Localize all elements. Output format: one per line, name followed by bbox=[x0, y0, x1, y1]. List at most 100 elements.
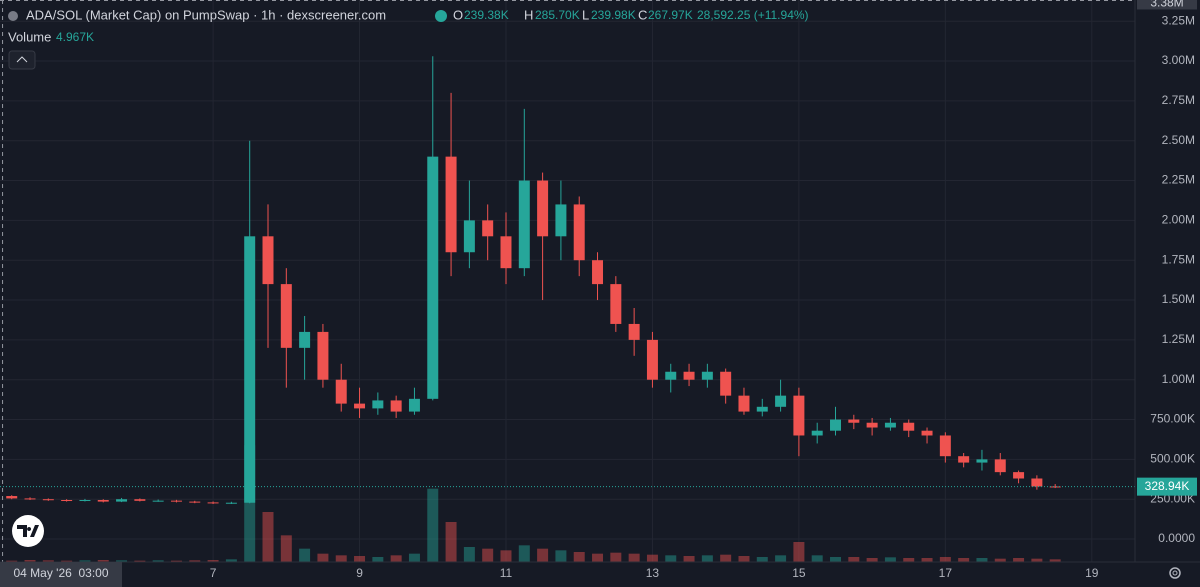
candle-body bbox=[775, 395, 787, 407]
candle-body bbox=[79, 500, 91, 502]
volume-bar bbox=[665, 555, 677, 562]
volume-bar bbox=[79, 560, 91, 562]
volume-bar bbox=[720, 554, 732, 562]
volume-bar bbox=[573, 552, 585, 562]
symbol-icon bbox=[8, 11, 18, 21]
last-price-label: 328.94K bbox=[1145, 479, 1190, 493]
y-tick-label: 1.50M bbox=[1162, 292, 1195, 306]
volume-bar bbox=[958, 558, 970, 562]
volume-bar bbox=[116, 560, 128, 562]
candle-body bbox=[134, 499, 146, 501]
volume-bar bbox=[445, 522, 457, 562]
candle-body bbox=[573, 204, 585, 261]
y-tick-label: 1.00M bbox=[1162, 372, 1195, 386]
volume-bar bbox=[610, 552, 622, 562]
candle-body bbox=[408, 398, 420, 412]
x-tick-label: 13 bbox=[646, 566, 660, 580]
volume-title: Volume bbox=[8, 29, 51, 44]
volume-bar bbox=[646, 554, 658, 562]
volume-bar bbox=[848, 557, 860, 562]
candle-body bbox=[592, 260, 604, 285]
close-key: C bbox=[638, 7, 647, 22]
volume-bar bbox=[793, 542, 805, 562]
change-value: 28,592.25 (+11.94%) bbox=[697, 8, 809, 22]
x-tick-label: 7 bbox=[210, 566, 217, 580]
candle-body bbox=[518, 180, 530, 269]
volume-bar bbox=[207, 560, 219, 562]
open-value: 239.38K bbox=[464, 8, 509, 22]
candle-body bbox=[152, 500, 164, 502]
volume-bar bbox=[592, 553, 604, 562]
candle-body bbox=[24, 498, 36, 500]
volume-bar bbox=[24, 560, 36, 562]
candle-body bbox=[1013, 472, 1025, 479]
candle-body bbox=[317, 331, 329, 380]
candle-body bbox=[262, 236, 274, 285]
crosshair-x-label: 04 May '26 03:00 bbox=[13, 566, 108, 580]
candle-body bbox=[207, 502, 219, 504]
candle-body bbox=[646, 339, 658, 380]
candle-body bbox=[482, 220, 494, 237]
y-tick-label: 2.75M bbox=[1162, 93, 1195, 107]
status-dot bbox=[435, 10, 447, 22]
high-value: 285.70K bbox=[535, 8, 580, 22]
candle-body bbox=[500, 236, 512, 269]
candle-body bbox=[354, 403, 366, 409]
candle-body bbox=[793, 395, 805, 436]
candle-body bbox=[189, 501, 201, 503]
volume-bar bbox=[756, 557, 768, 562]
volume-bar bbox=[42, 560, 54, 562]
volume-bar bbox=[1013, 558, 1025, 562]
x-tick-label: 19 bbox=[1085, 566, 1099, 580]
y-tick-label: 1.25M bbox=[1162, 332, 1195, 346]
candle-body bbox=[61, 500, 73, 502]
volume-bar bbox=[317, 553, 329, 562]
volume-bar bbox=[189, 560, 201, 562]
candle-body bbox=[701, 371, 713, 380]
volume-bar bbox=[372, 557, 384, 562]
candle-body bbox=[445, 156, 457, 253]
volume-bar bbox=[225, 559, 237, 562]
candle-body bbox=[299, 331, 311, 348]
volume-bar bbox=[884, 557, 896, 562]
candle-body bbox=[244, 236, 256, 503]
candle-body bbox=[372, 400, 384, 409]
y-tick-label: 500.00K bbox=[1150, 452, 1195, 466]
candle-body bbox=[720, 371, 732, 396]
volume-bar bbox=[427, 488, 439, 562]
volume-bar bbox=[830, 557, 841, 562]
volume-bar bbox=[994, 558, 1006, 562]
candle-body bbox=[463, 220, 475, 253]
volume-bar bbox=[500, 550, 512, 562]
volume-bar bbox=[537, 548, 549, 562]
volume-bar bbox=[939, 557, 951, 562]
candle-body bbox=[683, 371, 695, 380]
y-tick-label: 2.50M bbox=[1162, 133, 1195, 147]
volume-bar bbox=[482, 548, 494, 562]
collapse-button[interactable] bbox=[8, 50, 36, 70]
volume-bar bbox=[811, 555, 823, 562]
y-tick-label: 3.25M bbox=[1162, 13, 1195, 27]
volume-bar bbox=[134, 560, 146, 562]
y-tick-label: 0.0000 bbox=[1158, 531, 1195, 545]
high-key: H bbox=[524, 7, 533, 22]
candle-body bbox=[903, 422, 915, 431]
candle-body bbox=[555, 204, 567, 237]
settings-icon[interactable] bbox=[1169, 567, 1181, 579]
tradingview-logo[interactable] bbox=[12, 515, 44, 547]
volume-bar bbox=[555, 550, 567, 562]
volume-bar bbox=[903, 558, 915, 562]
crosshair-y-box bbox=[1137, 0, 1197, 10]
volume-bar bbox=[170, 560, 182, 562]
candle-body bbox=[42, 499, 54, 501]
y-tick-label: 750.00K bbox=[1150, 412, 1195, 426]
chart-title: ADA/SOL (Market Cap) on PumpSwap · 1h · … bbox=[26, 7, 386, 22]
volume-bar bbox=[1031, 558, 1043, 562]
candle-body bbox=[280, 284, 292, 348]
x-tick-label: 15 bbox=[792, 566, 806, 580]
y-tick-label: 1.75M bbox=[1162, 252, 1195, 266]
candle-body bbox=[848, 419, 860, 423]
volume-bar bbox=[701, 555, 713, 562]
candle-body bbox=[225, 502, 237, 504]
